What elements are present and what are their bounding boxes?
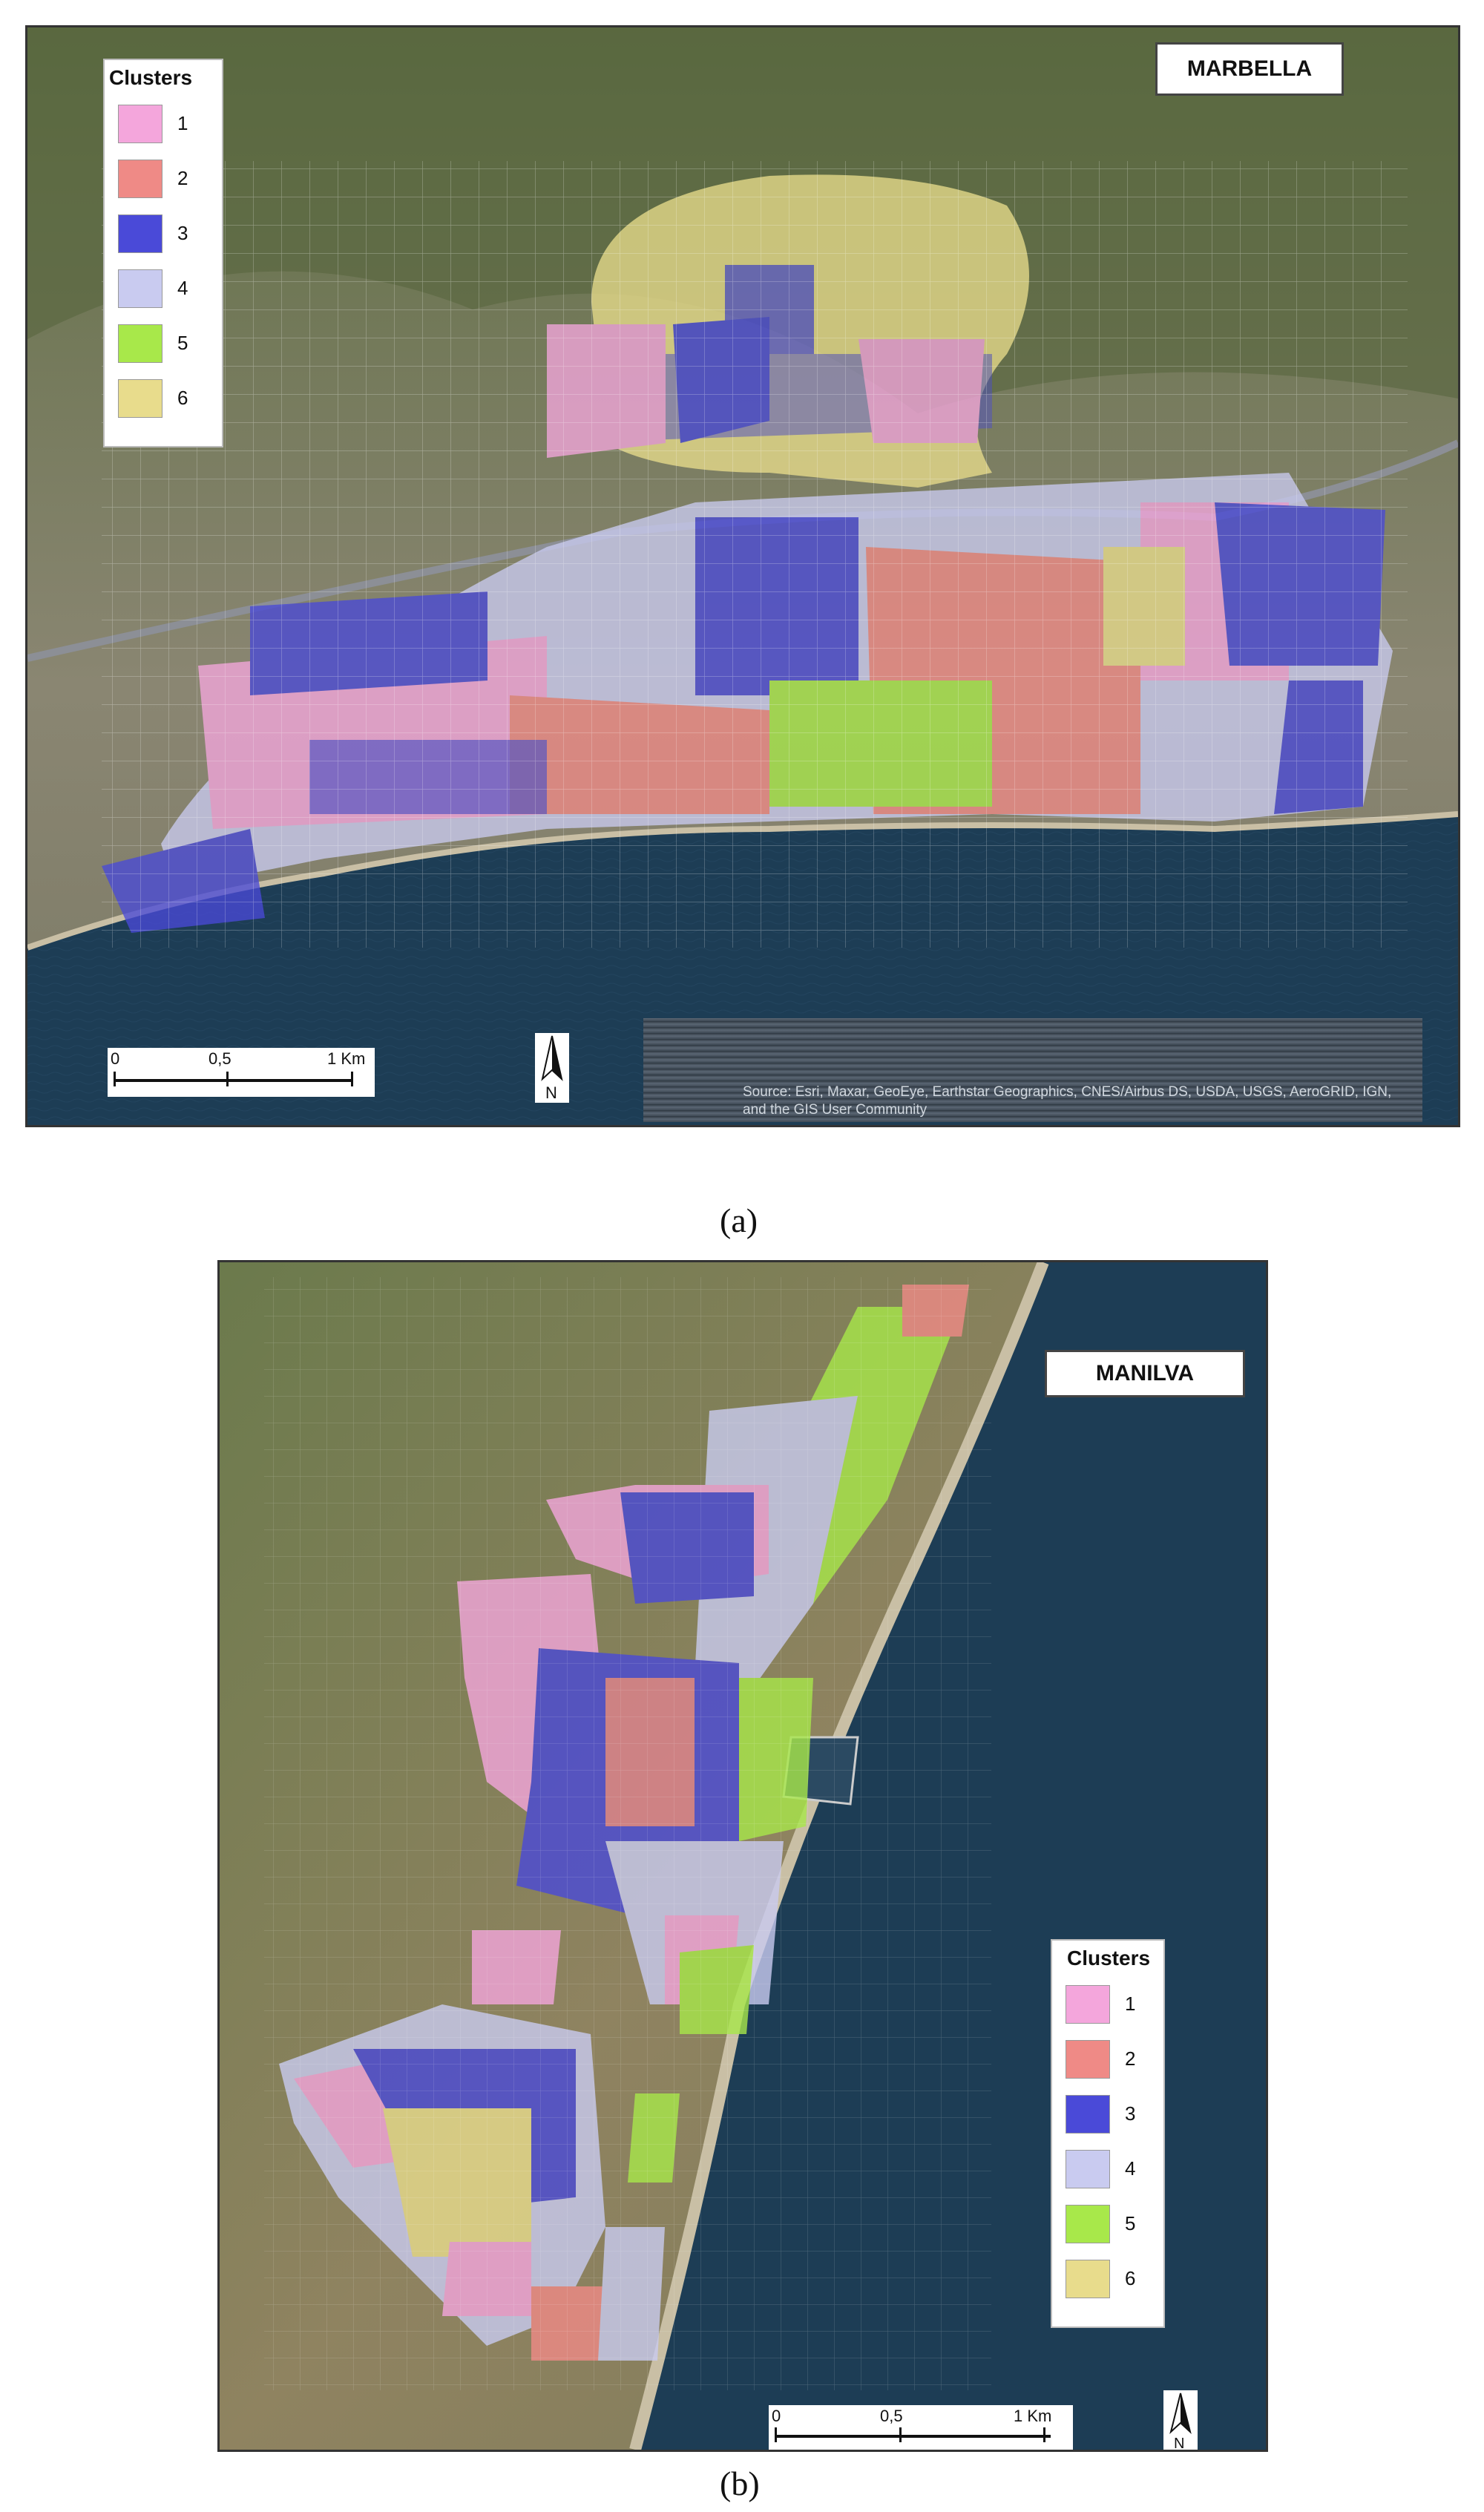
legend-item-2: 2 — [118, 160, 214, 201]
legend-item-3: 3 — [118, 214, 214, 256]
legend-item-3: 3 — [1066, 2095, 1162, 2136]
city-label-manilva: MANILVA — [1045, 1350, 1245, 1397]
legend-swatch — [118, 269, 162, 308]
legend-item-5: 5 — [118, 324, 214, 366]
legend-swatch — [1066, 2260, 1110, 2298]
legend-manilva: Clusters 1 2 3 4 5 6 — [1051, 1939, 1165, 2328]
legend-swatch — [1066, 2040, 1110, 2079]
legend-swatch — [1066, 2150, 1110, 2188]
svg-text:N: N — [545, 1083, 557, 1102]
legend-marbella: Clusters 1 2 3 4 5 6 — [103, 59, 223, 447]
legend-swatch — [118, 324, 162, 363]
legend-swatch — [1066, 2205, 1110, 2243]
legend-swatch — [118, 214, 162, 253]
scale-bar-marbella: 0 0,5 1 Km — [108, 1048, 375, 1097]
attribution-text: Source: Esri, Maxar, GeoEye, Earthstar G… — [643, 1018, 1422, 1122]
legend-swatch — [118, 105, 162, 143]
caption-a: (a) — [720, 1201, 758, 1239]
scale-bar-manilva: 0 0,5 1 Km — [769, 2405, 1073, 2450]
map-marbella: MARBELLA Clusters 1 2 3 4 5 6 0 0,5 1 Km… — [25, 25, 1460, 1127]
caption-b: (b) — [720, 2465, 760, 2502]
svg-text:N: N — [1174, 2436, 1184, 2451]
legend-item-5: 5 — [1066, 2205, 1162, 2246]
legend-item-1: 1 — [118, 105, 214, 146]
legend-swatch — [118, 379, 162, 418]
legend-item-6: 6 — [1066, 2260, 1162, 2301]
legend-title: Clusters — [1067, 1947, 1151, 1970]
marbella-basemap — [27, 27, 1458, 1125]
legend-swatch — [1066, 2095, 1110, 2134]
legend-item-4: 4 — [118, 269, 214, 311]
north-arrow-icon: N — [1163, 2390, 1198, 2451]
legend-item-1: 1 — [1066, 1985, 1162, 2027]
map-manilva: MANILVA Clusters 1 2 3 4 5 6 0 0,5 1 Km … — [217, 1260, 1268, 2452]
legend-swatch — [118, 160, 162, 198]
legend-swatch — [1066, 1985, 1110, 2024]
legend-title: Clusters — [109, 66, 193, 89]
legend-item-4: 4 — [1066, 2150, 1162, 2191]
north-arrow-icon: N — [535, 1033, 569, 1103]
legend-item-6: 6 — [118, 379, 214, 421]
city-label-marbella: MARBELLA — [1155, 42, 1344, 96]
legend-item-2: 2 — [1066, 2040, 1162, 2082]
